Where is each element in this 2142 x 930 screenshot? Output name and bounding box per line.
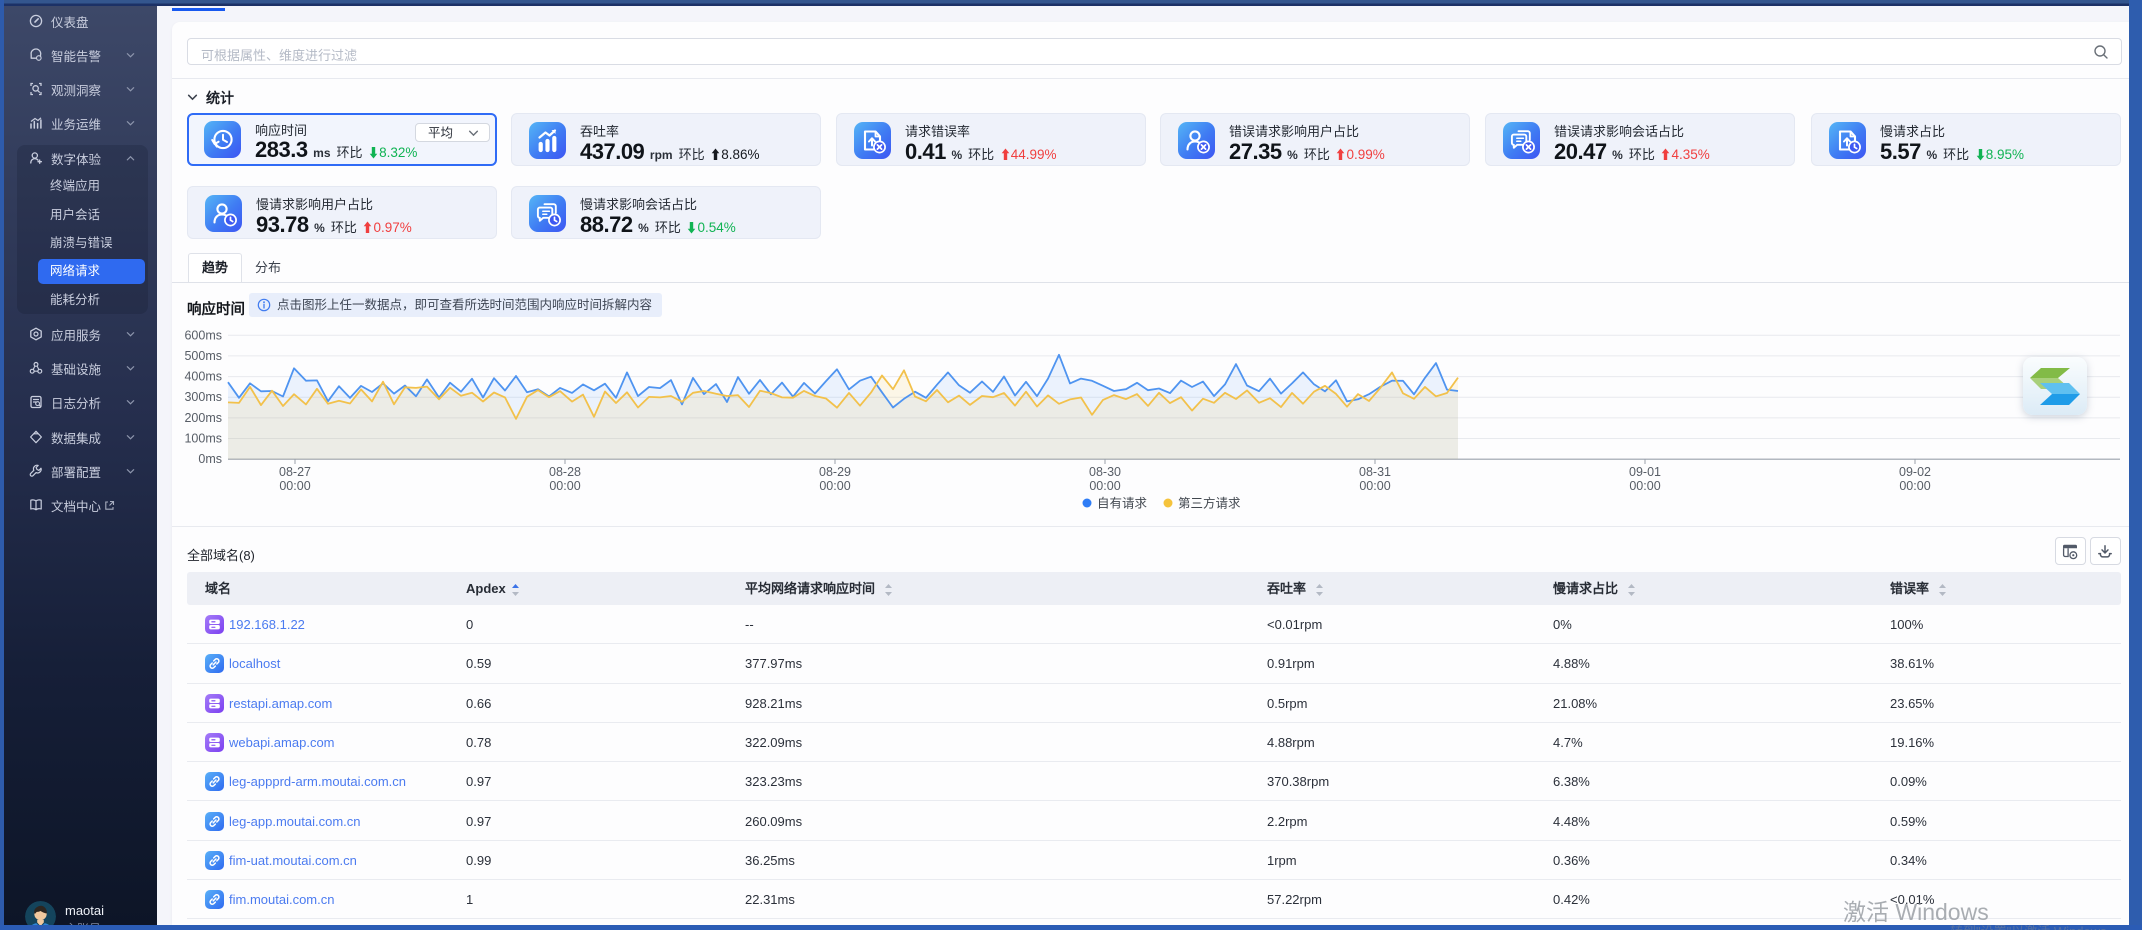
svg-text:00:00: 00:00 xyxy=(549,479,580,493)
svg-text:00:00: 00:00 xyxy=(1899,479,1930,493)
svg-text:100ms: 100ms xyxy=(184,432,222,446)
svg-text:08-28: 08-28 xyxy=(549,465,581,479)
svg-text:08-30: 08-30 xyxy=(1089,465,1121,479)
svg-text:500ms: 500ms xyxy=(184,349,222,363)
svg-text:08-31: 08-31 xyxy=(1359,465,1391,479)
svg-text:09-02: 09-02 xyxy=(1899,465,1931,479)
svg-text:第三方请求: 第三方请求 xyxy=(1178,496,1241,511)
svg-text:自有请求: 自有请求 xyxy=(1097,497,1148,511)
svg-text:00:00: 00:00 xyxy=(1359,479,1390,493)
svg-text:600ms: 600ms xyxy=(184,328,222,342)
svg-text:09-01: 09-01 xyxy=(1629,465,1661,479)
svg-text:200ms: 200ms xyxy=(184,411,222,425)
svg-text:08-27: 08-27 xyxy=(279,465,311,479)
svg-text:0ms: 0ms xyxy=(198,452,222,466)
svg-text:400ms: 400ms xyxy=(184,370,222,384)
svg-text:08-29: 08-29 xyxy=(819,465,851,479)
svg-text:00:00: 00:00 xyxy=(279,479,310,493)
svg-text:300ms: 300ms xyxy=(184,390,222,404)
svg-text:00:00: 00:00 xyxy=(1089,479,1120,493)
svg-text:00:00: 00:00 xyxy=(819,479,850,493)
svg-text:00:00: 00:00 xyxy=(1629,479,1660,493)
